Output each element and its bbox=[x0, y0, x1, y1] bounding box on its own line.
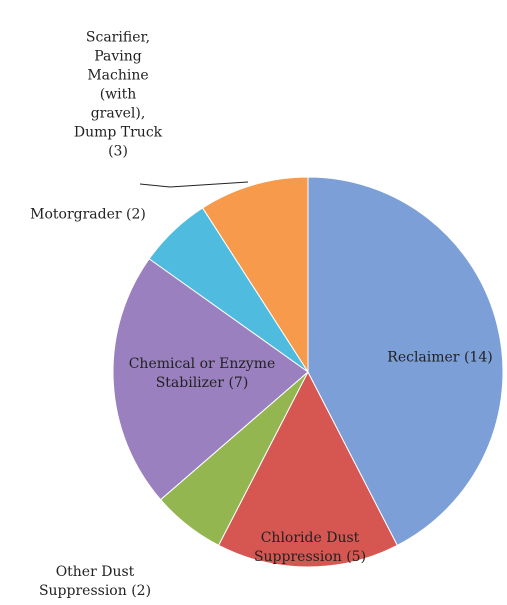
slice-label: Other Dust Suppression (2) bbox=[25, 563, 165, 601]
slice-label: Scarifier, Paving Machine (with gravel),… bbox=[71, 29, 166, 162]
value-label: (14) bbox=[463, 349, 493, 366]
category-label: Chloride Dust Suppression bbox=[253, 530, 360, 565]
category-label: Other Dust Suppression bbox=[38, 564, 135, 599]
slice-label: Chloride Dust Suppression (5) bbox=[235, 529, 385, 567]
leader-line bbox=[139, 181, 249, 188]
value-label: (2) bbox=[131, 583, 152, 599]
category-label: Chemical or Enzyme Stabilizer bbox=[128, 356, 276, 391]
pie-slice bbox=[217, 370, 399, 568]
pie-slice bbox=[112, 258, 309, 501]
value-label: (3) bbox=[108, 143, 128, 160]
category-label: Scarifier, Paving Machine (with gravel),… bbox=[73, 29, 163, 141]
pie-slice bbox=[201, 176, 309, 374]
slice-label: Motorgrader (2) bbox=[3, 206, 173, 225]
slice-label: Reclaimer (14) bbox=[370, 349, 507, 368]
category-label: Reclaimer bbox=[387, 349, 460, 366]
value-label: (2) bbox=[126, 206, 146, 223]
slice-label: Chemical or Enzyme Stabilizer (7) bbox=[127, 355, 277, 393]
pie-slice bbox=[307, 176, 504, 546]
value-label: (7) bbox=[228, 375, 249, 391]
category-label: Motorgrader bbox=[30, 206, 122, 223]
value-label: (5) bbox=[346, 549, 367, 565]
